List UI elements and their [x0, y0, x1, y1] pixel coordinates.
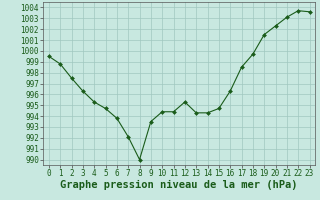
- X-axis label: Graphe pression niveau de la mer (hPa): Graphe pression niveau de la mer (hPa): [60, 180, 298, 190]
